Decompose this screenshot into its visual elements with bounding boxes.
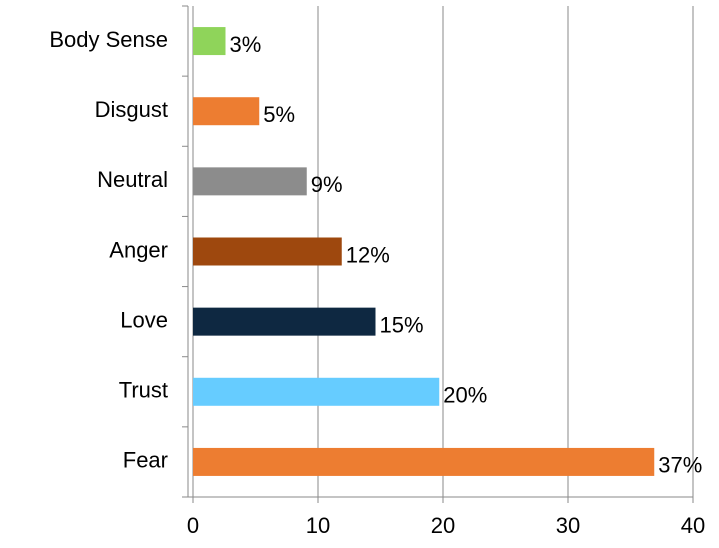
data-label: 20% bbox=[443, 383, 487, 408]
bar bbox=[193, 27, 226, 56]
y-tick-label: Love bbox=[120, 307, 168, 332]
bar bbox=[193, 97, 260, 126]
data-label: 12% bbox=[346, 242, 390, 267]
bar bbox=[193, 377, 440, 406]
data-label: 3% bbox=[230, 32, 262, 57]
y-tick-label: Trust bbox=[119, 378, 168, 403]
data-label: 9% bbox=[311, 172, 343, 197]
x-tick-label: 0 bbox=[187, 513, 199, 538]
bar bbox=[193, 167, 307, 196]
x-tick-label: 40 bbox=[681, 513, 705, 538]
bar bbox=[193, 237, 342, 266]
bar bbox=[193, 447, 655, 476]
y-tick-label: Neutral bbox=[97, 167, 168, 192]
x-tick-label: 30 bbox=[556, 513, 580, 538]
bar bbox=[193, 307, 376, 336]
x-tick-label: 20 bbox=[431, 513, 455, 538]
y-tick-label: Anger bbox=[109, 237, 168, 262]
x-tick-label: 10 bbox=[306, 513, 330, 538]
y-tick-label: Disgust bbox=[95, 97, 168, 122]
data-label: 15% bbox=[380, 312, 424, 337]
data-label: 5% bbox=[263, 102, 295, 127]
data-label: 37% bbox=[658, 453, 702, 478]
y-tick-label: Body Sense bbox=[49, 27, 168, 52]
y-tick-label: Fear bbox=[123, 448, 168, 473]
